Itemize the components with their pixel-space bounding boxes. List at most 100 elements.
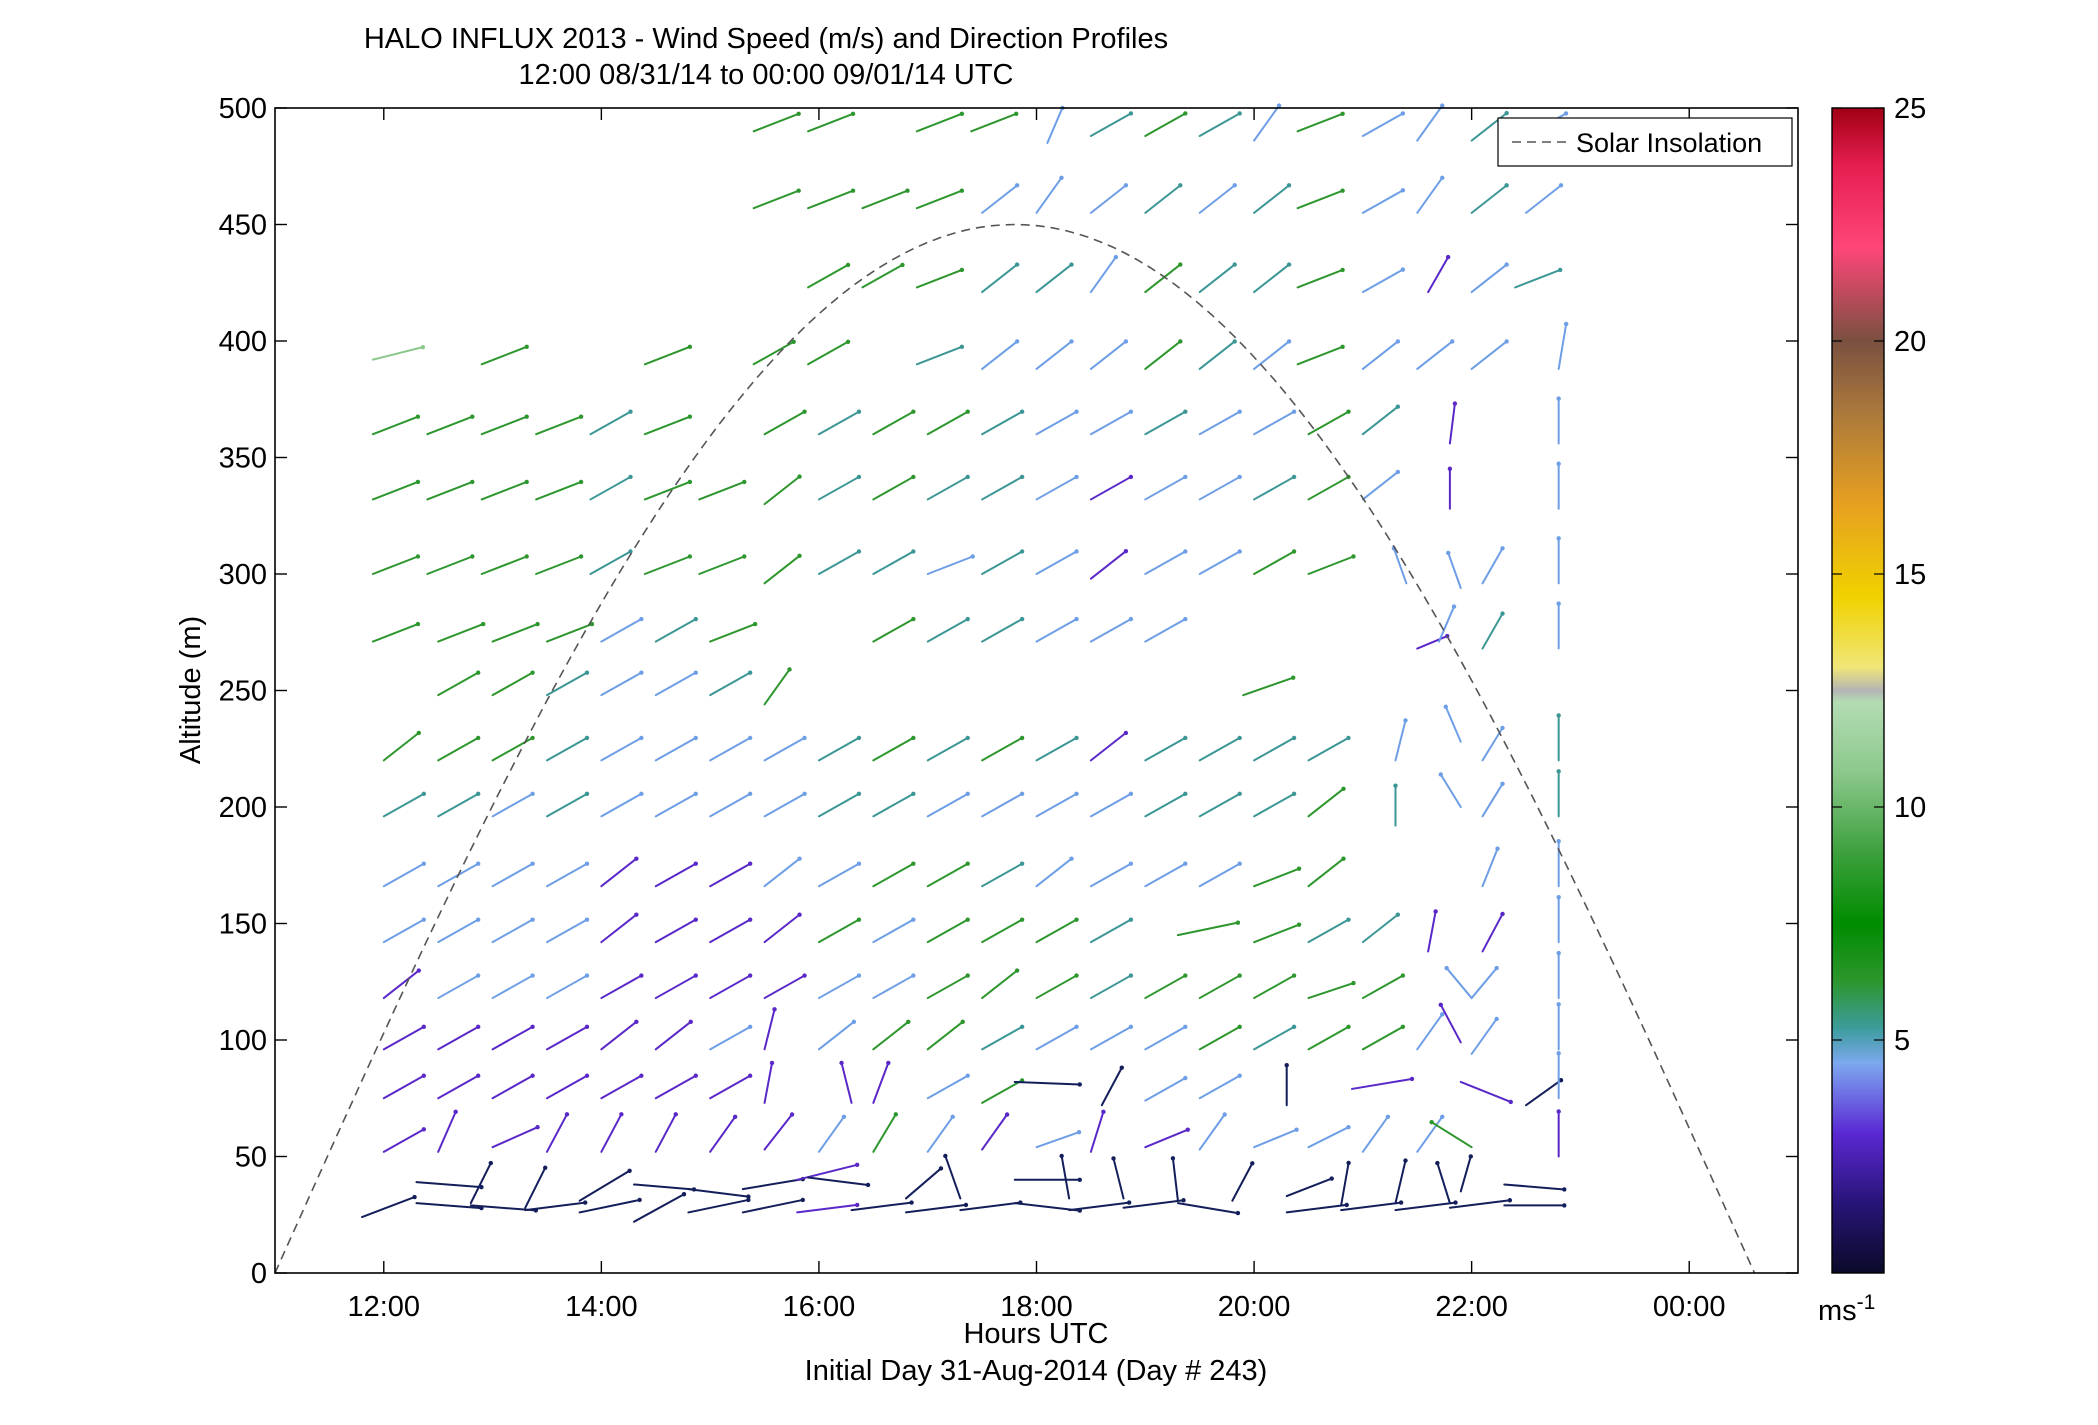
- wind-vector-head: [628, 474, 633, 480]
- y-tick-label: 250: [219, 676, 267, 708]
- wind-vector: [861, 189, 909, 210]
- wind-vector: [1481, 912, 1504, 953]
- wind-vector: [709, 918, 752, 944]
- colorbar-tick-label: 5: [1894, 1025, 1910, 1057]
- wind-vector: [1035, 1025, 1078, 1051]
- wind-vector-head: [1329, 1176, 1334, 1181]
- wind-vector: [763, 857, 801, 888]
- wind-vector: [1198, 1113, 1226, 1151]
- wind-vector: [643, 480, 691, 501]
- wind-vector-head: [1019, 735, 1025, 741]
- wind-vector: [1361, 974, 1404, 1000]
- legend: Solar Insolation: [1497, 117, 1793, 167]
- x-tick-label: 12:00: [347, 1291, 420, 1323]
- wind-vector: [850, 1201, 913, 1212]
- wind-vector: [1439, 773, 1462, 808]
- wind-vector-head: [639, 1073, 644, 1078]
- x-axis-label: Hours UTC: [963, 1318, 1108, 1350]
- wind-vector-head: [681, 1192, 687, 1197]
- wind-vector: [981, 475, 1024, 501]
- wind-vector-head: [1291, 1024, 1297, 1030]
- wind-vector: [1089, 862, 1132, 888]
- wind-vector-head: [769, 1060, 775, 1066]
- wind-vector: [981, 1025, 1024, 1051]
- wind-vector: [437, 1110, 457, 1153]
- wind-vector-head: [965, 474, 970, 480]
- wind-vector-head: [1395, 404, 1401, 409]
- wind-vector-head: [893, 1112, 899, 1117]
- wind-vector: [1089, 1110, 1105, 1153]
- wind-vector: [1361, 1115, 1389, 1153]
- wind-vector: [1144, 340, 1182, 370]
- wind-vector: [1144, 974, 1187, 1000]
- wind-vector-head: [1556, 1051, 1561, 1056]
- wind-vector-head: [959, 111, 965, 117]
- wind-vector-head: [732, 1114, 738, 1120]
- wind-vector: [763, 974, 806, 1000]
- wind-vector: [491, 1025, 534, 1051]
- wind-vector: [981, 410, 1024, 436]
- wind-vector-head: [535, 621, 540, 627]
- wind-vector-head: [421, 917, 426, 922]
- wind-vector: [545, 1074, 588, 1100]
- wind-vector: [371, 480, 419, 501]
- wind-vector: [1089, 184, 1127, 214]
- wind-vector-head: [1074, 917, 1079, 922]
- wind-vector-head: [628, 409, 633, 414]
- wind-vector: [872, 918, 915, 944]
- plot-frame: [274, 107, 1799, 1274]
- wind-vector: [1253, 340, 1291, 370]
- wind-vector: [632, 1193, 685, 1223]
- wind-vector-head: [1183, 861, 1188, 866]
- wind-vector: [1198, 340, 1236, 370]
- wind-vector: [752, 340, 795, 366]
- wind-vector-head: [693, 735, 698, 741]
- wind-vector-head: [1296, 866, 1302, 871]
- wind-vector-head: [797, 553, 802, 559]
- wind-vector-head: [524, 554, 529, 559]
- wind-vector: [1198, 184, 1236, 214]
- wind-vector: [1253, 475, 1296, 501]
- wind-vector: [437, 792, 480, 818]
- wind-vector: [437, 1074, 480, 1100]
- wind-vector: [589, 475, 632, 501]
- wind-vector: [1416, 104, 1444, 142]
- wind-vector-head: [1395, 339, 1401, 344]
- wind-vector: [1296, 345, 1344, 366]
- wind-vector-head: [1291, 791, 1297, 797]
- wind-vector: [970, 112, 1018, 133]
- wind-vector: [600, 857, 638, 888]
- wind-vector-head: [693, 670, 698, 675]
- wind-vector-head: [1395, 912, 1401, 917]
- wind-vector: [741, 1178, 804, 1191]
- wind-vector-head: [1495, 846, 1500, 851]
- wind-vector-head: [747, 735, 753, 741]
- wind-vector-head: [1232, 339, 1237, 344]
- wind-vector: [1350, 1077, 1413, 1090]
- wind-vector: [1035, 263, 1073, 294]
- wind-vector-head: [1500, 911, 1505, 917]
- wind-vector-head: [1183, 791, 1188, 797]
- wind-vector-head: [637, 1197, 642, 1203]
- wind-vector-head: [1183, 1075, 1188, 1081]
- wind-vector-head: [578, 554, 584, 559]
- wind-vector-head: [856, 549, 862, 554]
- wind-vector: [1035, 1131, 1080, 1149]
- wind-vector: [872, 792, 915, 818]
- wind-vector-head: [530, 670, 535, 675]
- wind-vector: [926, 475, 969, 501]
- wind-vector: [1112, 1157, 1125, 1200]
- wind-vector-head: [475, 791, 481, 797]
- wind-vector-head: [1074, 1024, 1079, 1030]
- wind-vector: [1459, 1155, 1472, 1193]
- y-tick-label: 0: [251, 1258, 267, 1290]
- wind-vector-head: [911, 616, 916, 622]
- wind-vector: [1144, 112, 1187, 137]
- wind-vector: [709, 1115, 737, 1153]
- wind-vector: [1144, 263, 1182, 294]
- wind-vector: [361, 1196, 416, 1219]
- wind-vector-head: [1409, 1076, 1415, 1082]
- wind-vector: [589, 410, 632, 436]
- wind-vector: [872, 862, 915, 888]
- wind-vector-head: [900, 262, 905, 268]
